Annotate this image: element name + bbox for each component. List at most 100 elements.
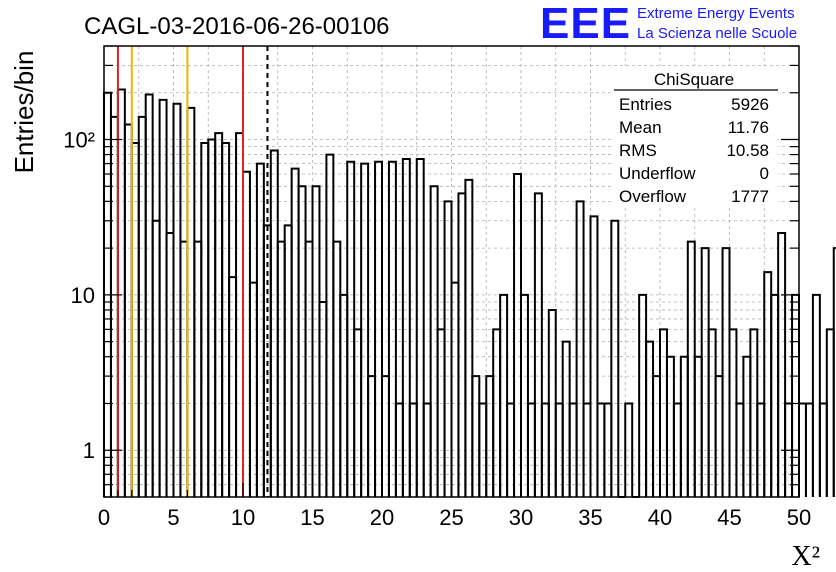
histogram-bar bbox=[492, 328, 502, 497]
histogram-bar bbox=[387, 160, 397, 497]
x-axis-label: X² bbox=[791, 541, 820, 572]
histogram-bar bbox=[798, 402, 807, 497]
stats-label: Entries bbox=[619, 95, 672, 114]
histogram-bar bbox=[763, 271, 773, 497]
histogram-bar bbox=[172, 102, 182, 497]
histogram-bar bbox=[353, 328, 363, 497]
histogram-bar bbox=[561, 340, 571, 497]
histogram-bar bbox=[742, 355, 752, 497]
histogram-bar bbox=[179, 240, 189, 497]
y-axis-label: Entries/bin bbox=[9, 51, 39, 174]
histogram-bar bbox=[645, 340, 655, 497]
histogram-bar bbox=[464, 178, 474, 497]
stats-value: 1777 bbox=[731, 187, 769, 206]
stats-box-background bbox=[614, 66, 778, 206]
histogram-bar bbox=[832, 247, 836, 497]
histogram-bar bbox=[714, 375, 724, 497]
histogram-bar bbox=[707, 328, 717, 497]
logo-text-line2: La Scienza nelle Scuole bbox=[637, 25, 798, 42]
histogram-bar bbox=[804, 402, 814, 497]
x-tick-label: 35 bbox=[578, 505, 602, 530]
histogram-bar bbox=[193, 240, 203, 497]
histogram-bar bbox=[513, 172, 522, 497]
histogram-bar bbox=[374, 160, 383, 497]
histogram-bar bbox=[276, 240, 286, 497]
histogram-bar bbox=[686, 240, 696, 497]
y-axis: 1 10 10² bbox=[63, 45, 799, 498]
histogram-bar bbox=[116, 88, 126, 497]
logo-text-line1: Extreme Energy Events bbox=[637, 5, 795, 22]
stats-label: Underflow bbox=[619, 164, 696, 183]
histogram-bar bbox=[791, 293, 800, 497]
stats-label: Mean bbox=[619, 118, 662, 137]
y-tick-label: 10 bbox=[71, 283, 95, 308]
histogram-bar bbox=[728, 328, 738, 497]
x-tick-label: 15 bbox=[300, 505, 324, 530]
histogram-bar bbox=[214, 132, 224, 497]
stats-value: 10.58 bbox=[726, 141, 769, 160]
x-tick-label: 20 bbox=[370, 505, 394, 530]
histogram-bar bbox=[443, 200, 453, 497]
histogram-bar bbox=[325, 153, 335, 497]
histogram-bar bbox=[221, 141, 231, 497]
histogram-bar bbox=[589, 215, 599, 497]
stats-box: ChiSquare Entries 5926 Mean 11.76 RMS 10… bbox=[614, 66, 778, 206]
histogram-bar bbox=[401, 157, 411, 497]
histogram-bar bbox=[471, 375, 481, 497]
histogram-bar bbox=[436, 328, 446, 497]
histogram-bar bbox=[638, 293, 648, 497]
stats-value: 0 bbox=[760, 164, 769, 183]
histogram-bar bbox=[485, 375, 495, 497]
chart-title: CAGL-03-2016-06-26-00106 bbox=[84, 13, 390, 40]
stats-value: 11.76 bbox=[728, 118, 769, 137]
x-tick-label: 0 bbox=[98, 505, 110, 530]
histogram-bar bbox=[339, 293, 349, 497]
histogram-bar bbox=[700, 247, 710, 497]
histogram-bar bbox=[248, 281, 258, 497]
histogram-bar bbox=[269, 149, 279, 497]
x-tick-label: 25 bbox=[439, 505, 463, 530]
histogram-bar bbox=[652, 375, 661, 497]
histogram-bar bbox=[624, 402, 634, 497]
histogram-bar bbox=[749, 328, 759, 497]
y-tick-label: 10² bbox=[63, 128, 95, 153]
histogram-bar bbox=[186, 106, 196, 497]
x-tick-label: 5 bbox=[167, 505, 179, 530]
histogram-bar bbox=[610, 219, 620, 497]
histogram-bar bbox=[499, 293, 509, 497]
x-tick-label: 10 bbox=[231, 505, 255, 530]
histogram-bar bbox=[158, 98, 168, 497]
eee-logo-mark: EEE bbox=[540, 0, 632, 48]
histogram-bar bbox=[151, 219, 161, 497]
histogram-bar bbox=[575, 200, 585, 497]
histogram-bar bbox=[304, 240, 314, 497]
histogram-bar bbox=[318, 300, 328, 497]
histogram-bar bbox=[659, 328, 668, 497]
histogram-bar bbox=[770, 293, 780, 497]
stats-label: RMS bbox=[619, 141, 657, 160]
histogram-bar bbox=[360, 162, 370, 497]
histogram-bar bbox=[235, 132, 244, 497]
stats-label: Overflow bbox=[619, 187, 687, 206]
grid-lines bbox=[104, 45, 799, 498]
histogram-bar bbox=[825, 328, 835, 497]
x-tick-label: 40 bbox=[648, 505, 672, 530]
histogram-bar bbox=[721, 247, 731, 497]
histogram-bar bbox=[123, 123, 133, 497]
histogram-bar bbox=[533, 192, 543, 497]
histogram-bar bbox=[332, 240, 342, 497]
histogram-bar bbox=[679, 355, 689, 497]
y-tick-label: 1 bbox=[83, 438, 95, 463]
histogram-bar bbox=[255, 162, 265, 497]
x-tick-label: 45 bbox=[717, 505, 741, 530]
x-tick-label: 50 bbox=[787, 505, 811, 530]
stats-title: ChiSquare bbox=[654, 70, 734, 89]
histogram-bar bbox=[283, 224, 293, 497]
histogram-bar bbox=[367, 375, 377, 497]
histogram-bar bbox=[665, 355, 675, 497]
histogram-bar bbox=[381, 375, 390, 497]
histogram-bar bbox=[290, 167, 300, 497]
histogram-bar bbox=[818, 402, 828, 497]
x-axis: 0 5 10 15 20 25 30 35 40 45 50 bbox=[98, 483, 811, 530]
